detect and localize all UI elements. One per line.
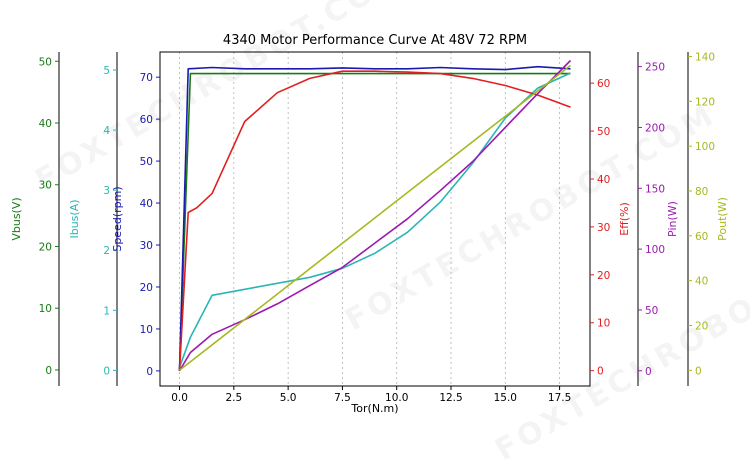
pin-axis-label: Pin(W) [666, 201, 679, 237]
ibus-tick-label: 1 [103, 305, 110, 317]
pout-tick-label: 80 [695, 186, 708, 198]
pout-tick-label: 0 [695, 365, 702, 377]
performance-chart: 0.0 2.5 5.0 7.5 10.0 12.5 15.0 17.501020304050V… [10, 33, 729, 415]
ibus-axis-label: Ibus(A) [68, 199, 81, 238]
speed-axis-label: Speed(rpm) [111, 186, 124, 251]
ibus-series-line [178, 72, 571, 368]
pin-tick-label: 200 [645, 122, 665, 134]
pout-axis-label: Pout(W) [716, 197, 729, 241]
speed-tick-label: 60 [140, 114, 153, 126]
x-tick-label: 5.0 [280, 392, 297, 404]
eff-tick-label: 50 [597, 126, 610, 138]
vbus-series-line [178, 72, 571, 370]
series-layer [178, 59, 572, 372]
vbus-tick-label: 10 [39, 303, 52, 315]
x-tick-label: 15.0 [494, 392, 517, 404]
pout-tick-label: 20 [695, 320, 708, 332]
vbus-tick-label: 0 [45, 365, 52, 377]
grid [179, 52, 560, 386]
x-tick-label: 10.0 [385, 392, 408, 404]
eff-tick-label: 20 [597, 270, 610, 282]
x-tick-label: 12.5 [439, 392, 462, 404]
eff-tick-label: 40 [597, 174, 610, 186]
chart-title: 4340 Motor Performance Curve At 48V 72 R… [223, 33, 527, 48]
pin-tick-label: 150 [645, 183, 665, 195]
pin-tick-label: 50 [645, 305, 658, 317]
ibus-tick-label: 4 [103, 125, 110, 137]
pin-series-line [178, 59, 572, 372]
x-tick-label: 0.0 [171, 392, 188, 404]
pout-tick-label: 120 [695, 96, 715, 108]
eff-tick-label: 60 [597, 78, 610, 90]
pout-tick-label: 140 [695, 51, 715, 63]
eff-axis-label: Eff(%) [618, 202, 631, 236]
pout-series-line [179, 64, 571, 371]
speed-tick-label: 30 [140, 240, 153, 252]
eff-series-line [178, 70, 571, 371]
eff-tick-label: 0 [597, 366, 604, 378]
ibus-tick-label: 0 [103, 365, 110, 377]
ibus-tick-label: 2 [103, 245, 110, 257]
speed-tick-label: 20 [140, 282, 153, 294]
pout-tick-label: 40 [695, 276, 708, 288]
pout-tick-label: 60 [695, 231, 708, 243]
x-tick-label: 17.5 [548, 392, 571, 404]
plot-frame [159, 51, 591, 387]
vbus-tick-label: 50 [39, 56, 52, 68]
axes-layer: 0.0 2.5 5.0 7.5 10.0 12.5 15.0 17.501020304050V… [10, 51, 729, 404]
pin-tick-label: 0 [645, 366, 652, 378]
vbus-tick-label: 40 [39, 118, 52, 130]
eff-tick-label: 30 [597, 222, 610, 234]
pin-tick-label: 250 [645, 62, 665, 74]
eff-tick-label: 10 [597, 318, 610, 330]
ibus-tick-label: 3 [103, 185, 110, 197]
speed-tick-label: 50 [140, 156, 153, 168]
pin-tick-label: 100 [645, 244, 665, 256]
speed-tick-label: 70 [140, 72, 153, 84]
vbus-axis-label: Vbus(V) [10, 197, 23, 240]
speed-series-line [178, 65, 571, 371]
ibus-tick-label: 5 [103, 65, 110, 77]
vbus-tick-label: 20 [39, 241, 52, 253]
x-tick-label: 2.5 [225, 392, 242, 404]
x-tick-label: 7.5 [334, 392, 351, 404]
x-axis-label: Tor(N.m) [350, 402, 398, 415]
vbus-tick-label: 30 [39, 180, 52, 192]
pout-tick-label: 100 [695, 141, 715, 153]
speed-tick-label: 10 [140, 324, 153, 336]
speed-tick-label: 0 [146, 366, 153, 378]
speed-tick-label: 40 [140, 198, 153, 210]
